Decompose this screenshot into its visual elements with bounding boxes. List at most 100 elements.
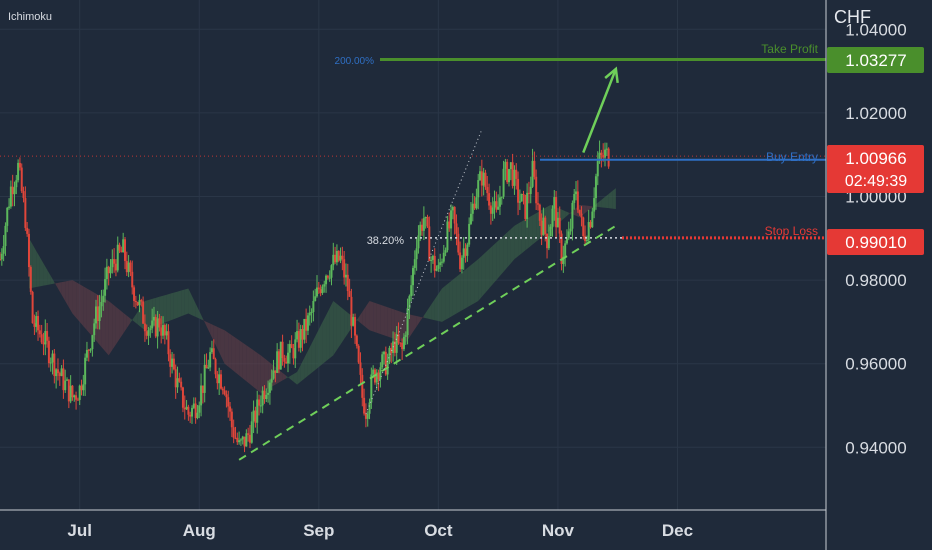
candle-body	[529, 186, 532, 194]
candle-body	[223, 390, 226, 395]
candle-body	[238, 440, 241, 443]
candle-body	[287, 352, 290, 364]
take-profit-price: 1.03277	[845, 51, 906, 70]
candle-body	[89, 349, 92, 351]
candle-body	[277, 351, 280, 370]
candle-body	[145, 331, 148, 336]
candle-body	[234, 437, 237, 439]
cloud-segment	[289, 374, 294, 382]
cloud-segment	[166, 293, 171, 322]
cloud-segment	[65, 280, 69, 308]
candle-body	[332, 254, 335, 266]
candle-body	[381, 354, 384, 368]
cloud-segment	[278, 369, 283, 383]
time-tick-label: Sep	[303, 521, 334, 540]
candle-body	[544, 217, 547, 234]
candle-body	[267, 392, 270, 395]
cloud-segment	[413, 315, 417, 332]
candle-body	[370, 374, 373, 403]
cloud-segment	[126, 315, 131, 329]
candle-body	[602, 155, 605, 158]
candle-body	[114, 263, 117, 271]
candle-body	[594, 176, 597, 199]
candle-body	[413, 259, 416, 268]
candle-body	[585, 239, 588, 242]
cloud-segment	[434, 293, 439, 322]
candle-body	[95, 306, 98, 324]
candle-body	[276, 351, 279, 373]
candle-body	[366, 413, 369, 419]
candle-body	[368, 402, 371, 414]
cloud-segment	[474, 259, 479, 304]
candle-body	[134, 300, 137, 303]
candle-body	[127, 262, 130, 273]
cloud-segment	[326, 308, 330, 362]
time-tick-label: Nov	[542, 521, 575, 540]
candle-body	[85, 349, 88, 358]
candle-body	[321, 286, 324, 294]
candle-body	[426, 216, 429, 227]
cloud-segment	[297, 364, 301, 385]
cloud-segment	[608, 191, 613, 209]
candle-body	[102, 295, 105, 303]
candle-body	[154, 316, 157, 337]
candle-body	[66, 379, 69, 381]
candle-body	[265, 394, 268, 400]
cloud-segment	[481, 252, 486, 297]
candle-body	[198, 405, 201, 413]
cloud-segment	[217, 326, 221, 357]
cloud-segment	[228, 332, 232, 370]
candle-body	[87, 349, 90, 351]
cloud-segment	[369, 300, 374, 332]
candle-body	[540, 220, 543, 235]
candle-body	[283, 358, 286, 362]
candle-body	[466, 244, 469, 256]
candle-body	[468, 223, 471, 245]
candle-body	[589, 222, 592, 228]
candle-body	[272, 370, 275, 379]
cloud-segment	[460, 270, 464, 312]
candle-body	[527, 192, 530, 194]
cloud-segment	[300, 357, 305, 382]
candle-body	[346, 274, 349, 292]
candle-body	[384, 351, 387, 375]
cloud-segment	[336, 303, 341, 350]
candle-body	[2, 246, 5, 254]
candle-body	[120, 250, 123, 253]
cloud-segment	[54, 282, 58, 289]
time-tick-label: Dec	[662, 521, 693, 540]
candle-body	[350, 296, 353, 326]
candle-body	[131, 271, 134, 288]
cloud-segment	[438, 288, 442, 322]
candle-body	[564, 243, 567, 257]
time-axis[interactable]: Jul Aug Sep Oct Nov Dec	[67, 521, 693, 540]
current-price: 1.00966	[845, 149, 906, 168]
cloud-segment	[76, 282, 80, 322]
cloud-segment	[358, 311, 363, 325]
candle-body	[143, 323, 146, 332]
cloud-segment	[83, 286, 87, 331]
candle-body	[29, 267, 32, 292]
candle-body	[229, 406, 232, 412]
candle-body	[571, 202, 574, 229]
cloud-segment	[456, 273, 461, 314]
candle-body	[433, 255, 436, 271]
candle-body	[560, 233, 563, 264]
fib-200-label: 200.00%	[335, 56, 375, 67]
cloud-segment	[423, 310, 428, 319]
candle-body	[431, 255, 434, 260]
candle-body	[372, 369, 375, 375]
candle-body	[335, 250, 338, 263]
take-profit-label: Take Profit	[761, 42, 818, 56]
cloud-segment	[137, 306, 142, 328]
cloud-segment	[431, 299, 435, 321]
candle-body	[60, 368, 63, 376]
candle-body	[488, 193, 491, 206]
cloud-segment	[304, 350, 308, 379]
candle-body	[281, 341, 284, 359]
indicator-label[interactable]: Ichimoku	[8, 11, 52, 23]
candle-body	[522, 193, 525, 195]
candle-body	[417, 235, 420, 249]
cloud-segment	[264, 358, 269, 391]
candle-body	[236, 437, 239, 443]
